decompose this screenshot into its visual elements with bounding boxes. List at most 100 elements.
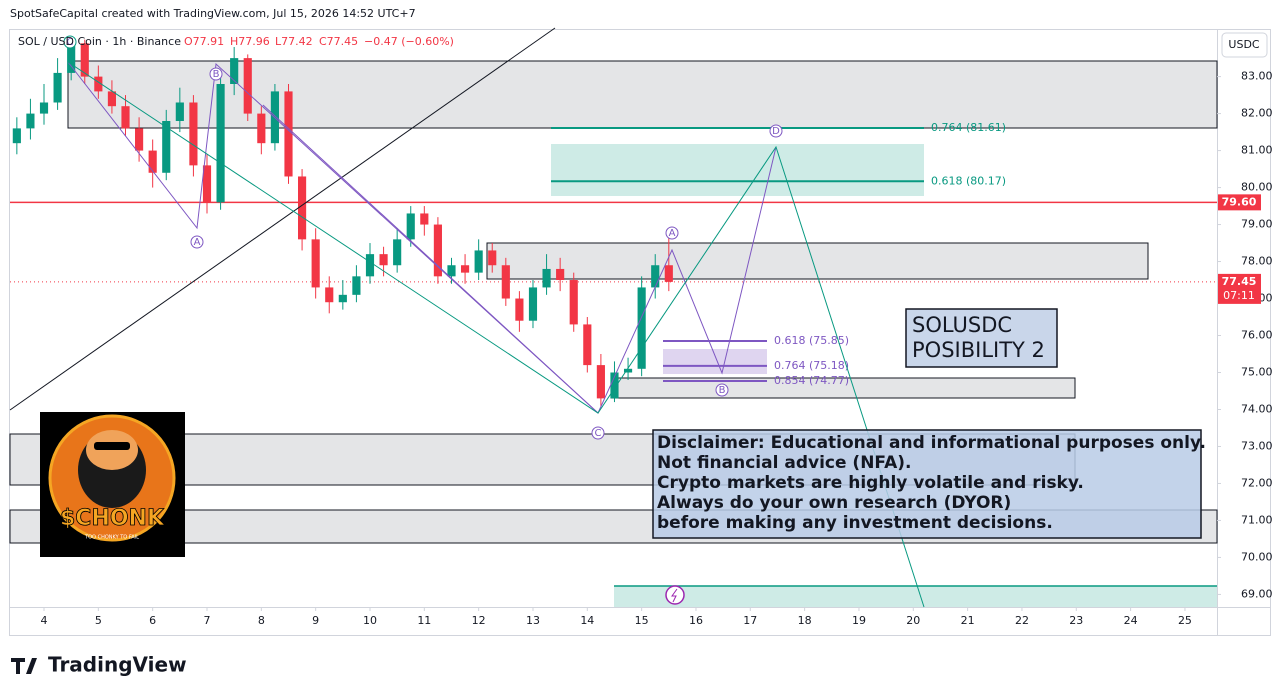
x-tick-label: 21 [961, 614, 975, 627]
x-tick-label: 17 [743, 614, 757, 627]
wave-label: D [772, 126, 780, 137]
logo-tagline: TOO CHONKY TO FAIL [84, 535, 139, 541]
wave-circle [769, 124, 783, 138]
x-tick-label: 13 [526, 614, 540, 627]
candle-body [433, 224, 442, 277]
y-tick-label: 80.00 [1241, 181, 1273, 194]
wave-circle [63, 35, 77, 49]
candle-body [53, 72, 62, 103]
wave-circle [591, 426, 605, 440]
alert-icon-bolt [671, 588, 678, 603]
price-tag-label: 77.45 [1222, 275, 1257, 288]
wave-label: B [213, 69, 220, 80]
title-box: SOLUSDC POSIBILITY 2 [905, 308, 1058, 368]
candle-body [39, 102, 49, 114]
x-tick-label: 18 [798, 614, 812, 627]
drawings [9, 27, 925, 608]
candle-body [488, 250, 497, 266]
candle-body [420, 213, 429, 225]
wave-label: B [719, 385, 726, 396]
ohlc-close: C77.45 [319, 35, 358, 48]
y-tick-label: 81.00 [1241, 144, 1273, 157]
y-tick-label: 70.00 [1241, 550, 1273, 563]
candle-body [623, 368, 633, 373]
candle-body [284, 91, 293, 177]
y-tick-label: 75.00 [1241, 366, 1273, 379]
candle-body [257, 113, 266, 144]
x-tick-label: 24 [1124, 614, 1138, 627]
candle-body [94, 76, 103, 92]
y-tick-label: 79.00 [1241, 218, 1273, 231]
ohlc-high: H77.96 [230, 35, 270, 48]
candle-body [311, 239, 320, 288]
x-tick-label: 11 [417, 614, 431, 627]
candle-body [596, 365, 605, 399]
wave-circle [665, 226, 679, 240]
candle-body [189, 102, 198, 166]
candle-body [148, 150, 157, 173]
wave-path [262, 104, 599, 414]
candle-body [569, 280, 578, 325]
title-line: POSIBILITY 2 [912, 338, 1045, 362]
candle-body [243, 58, 252, 114]
candle-body [230, 58, 239, 85]
candle-body [67, 43, 76, 73]
y-tick-label: 78.00 [1241, 255, 1273, 268]
y-tick-label: 74.00 [1241, 402, 1273, 415]
alert-icon[interactable] [665, 585, 685, 605]
candle-body [583, 324, 592, 366]
candle-body [379, 254, 388, 266]
zone [486, 242, 1149, 280]
trend-line [9, 27, 556, 411]
x-tick-label: 16 [689, 614, 703, 627]
target-zone [614, 586, 1217, 607]
candle-body [325, 287, 334, 303]
currency: USDC [1228, 38, 1260, 51]
x-tick-label: 8 [258, 614, 265, 627]
y-tick-label: 72.00 [1241, 476, 1273, 489]
countdown: 07:11 [1223, 289, 1255, 302]
legend: SOL / USD Coin · 1h · Binance O77.91 H77… [18, 35, 454, 48]
candle-body [460, 265, 470, 273]
x-tick-label: 7 [204, 614, 211, 627]
candle-body [80, 43, 89, 77]
candle-body [107, 91, 116, 107]
wave-path [67, 61, 925, 608]
x-tick-label: 23 [1069, 614, 1083, 627]
y-tick-label: 76.00 [1241, 329, 1273, 342]
wave-label: C [595, 428, 602, 439]
x-tick-label: 20 [906, 614, 920, 627]
candle-body [365, 254, 375, 277]
candle-body [637, 287, 646, 369]
candle-body [515, 298, 524, 321]
logo-name: $CHONK [60, 506, 165, 531]
footer-brand: TradingView [48, 653, 187, 677]
credit: SpotSafeCapital created with TradingView… [10, 7, 416, 20]
ohlc-change: −0.47 (−0.60%) [364, 35, 454, 48]
candle-body [12, 128, 21, 144]
candle-body [501, 265, 510, 299]
x-tick-label: 22 [1015, 614, 1029, 627]
tv-mark [11, 658, 37, 674]
logo-glasses [94, 442, 130, 450]
disclaimer-line: Not financial advice (NFA). [657, 453, 911, 473]
ohlc-open: O77.91 [184, 35, 224, 48]
currency-button[interactable] [1221, 32, 1268, 58]
y-tick-label: 69.00 [1241, 587, 1273, 600]
candle-body [651, 265, 660, 288]
price-tag-label: 79.60 [1222, 195, 1257, 208]
wave-circle [209, 67, 223, 81]
x-tick-label: 4 [41, 614, 48, 627]
symbol: SOL / USD Coin · 1h · Binance [18, 35, 181, 48]
candle-body [202, 165, 212, 203]
y-tick-label: 73.00 [1241, 439, 1273, 452]
fib-label: 0.618 (80.17) [931, 174, 1006, 187]
candle-body [447, 265, 456, 277]
disclaimer-box: Disclaimer: Educational and informationa… [652, 429, 1206, 539]
x-tick-label: 9 [312, 614, 319, 627]
y-tick-label: 82.00 [1241, 107, 1273, 120]
wave-label: A [669, 228, 676, 239]
candle-body [542, 268, 551, 288]
candle-body [298, 176, 307, 240]
